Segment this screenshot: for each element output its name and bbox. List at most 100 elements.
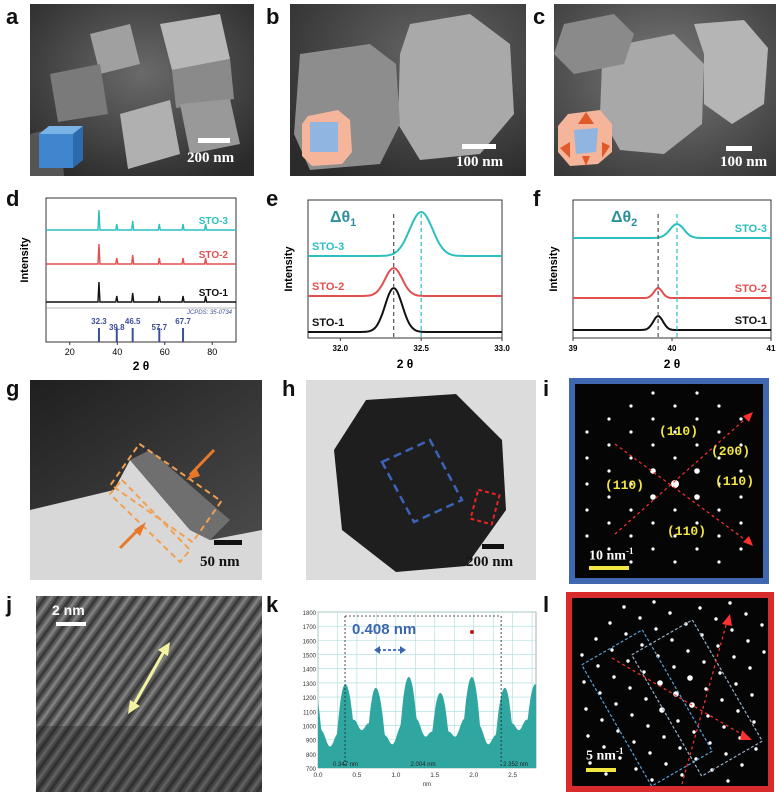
diffraction-spot	[686, 649, 690, 653]
x-tick-label: 32.5	[413, 344, 429, 353]
x-tick-label: 32.0	[333, 344, 349, 353]
y-tick-label: 1700	[303, 625, 317, 631]
diffraction-spot	[673, 508, 677, 512]
diffraction-spot	[673, 560, 677, 564]
diffraction-spot	[584, 707, 588, 711]
diffraction-spot	[728, 601, 732, 605]
lattice-fringe	[36, 596, 178, 792]
ref-card-label: JCPDS: 35-0734	[186, 310, 233, 316]
legend-sto-2: STO-2	[312, 281, 344, 293]
diffraction-spot	[629, 560, 633, 564]
diffraction-spot	[622, 605, 626, 609]
diffraction-spot	[673, 404, 677, 408]
y-tick-label: 1400	[303, 668, 317, 674]
ref-peak-label: 67.7	[175, 317, 191, 326]
lattice-fringe	[216, 727, 262, 792]
lattice-fringe	[36, 596, 80, 659]
saed-image-i: (110) (200) (110) (110) (110) 10 nm-1	[569, 378, 769, 584]
diffraction-spot	[695, 547, 699, 551]
diffraction-spot	[717, 560, 721, 564]
diffraction-spot	[754, 747, 758, 751]
lattice-fringe	[36, 596, 165, 777]
diffraction-spot	[720, 698, 724, 702]
diffraction-spot	[634, 767, 638, 771]
diffraction-spot	[714, 617, 718, 621]
panel-label-j: j	[6, 592, 13, 617]
diffraction-spot	[739, 443, 743, 447]
scale-bar-i	[589, 566, 629, 570]
diffraction-spot	[752, 720, 756, 724]
sem-truncated-cube-graphic	[290, 4, 526, 176]
diffraction-spot	[651, 443, 655, 447]
diffraction-spot	[616, 729, 620, 733]
tem-image-h: 200 nm	[306, 380, 536, 580]
lattice-fringe	[86, 596, 230, 792]
ref-peak-label: 39.8	[109, 323, 125, 332]
x-tick-label: 1.5	[430, 772, 439, 779]
diffraction-spot	[680, 773, 684, 777]
lattice-fringe	[36, 596, 132, 731]
x-tick-label: 20	[65, 347, 75, 357]
scale-label-j: 2 nm	[52, 602, 85, 618]
diffraction-spot	[629, 508, 633, 512]
panel-label-a: a	[6, 4, 19, 29]
diffraction-spot	[629, 456, 633, 460]
diffraction-spot	[717, 534, 721, 538]
diffraction-spot	[586, 734, 590, 738]
legend-sto-1: STO-1	[199, 288, 229, 299]
cube-model-icon	[39, 126, 83, 168]
diffraction-spot	[672, 665, 676, 669]
saed-pattern-i	[585, 391, 753, 564]
plot-frame	[45, 197, 237, 343]
panel-label-b: b	[266, 4, 280, 29]
diffraction-spot	[736, 709, 740, 713]
lattice-fringe	[229, 746, 262, 792]
diffraction-spot	[673, 456, 677, 460]
diffraction-spot	[607, 547, 611, 551]
x-axis-label: 2 θ	[133, 359, 150, 370]
scale-label-a: 200 nm	[187, 150, 235, 166]
diffraction-spot	[762, 650, 766, 654]
tem-edge-graphic	[30, 380, 262, 580]
diffraction-spot	[629, 482, 633, 486]
legend-sto-2: STO-2	[199, 250, 229, 261]
lattice-fringe	[60, 596, 204, 792]
lattice-fringe	[171, 664, 262, 792]
scale-label-c: 100 nm	[720, 154, 768, 170]
scale-label-l: 5 nm-1	[586, 746, 624, 764]
y-axis-label: Intensity	[19, 237, 31, 283]
delta-theta-label: Δθ2	[611, 209, 637, 229]
lattice-fringe	[36, 596, 113, 704]
lattice-fringes-graphic	[36, 596, 262, 792]
diffraction-spot	[739, 521, 743, 525]
lattice-fringe	[54, 596, 197, 792]
marker-dot	[470, 630, 474, 634]
diffraction-spot	[739, 469, 743, 473]
diffraction-spot	[739, 417, 743, 421]
sem-image-a: 200 nm	[30, 4, 254, 176]
x-tick-label: 39	[569, 344, 578, 353]
diffraction-spot	[612, 675, 616, 679]
lattice-fringe	[36, 596, 119, 713]
lattice-fringe	[190, 691, 262, 792]
saed-label-1: (110)	[659, 424, 699, 439]
diffraction-spot	[698, 606, 702, 610]
lattice-fringe	[151, 636, 262, 792]
saed-pattern-l	[580, 600, 766, 786]
x-tick-label: 2.0	[469, 772, 478, 779]
panel-label-g: g	[6, 376, 20, 401]
diffraction-spot	[695, 443, 699, 447]
sem-cubes-graphic	[30, 4, 254, 176]
scale-label-g: 50 nm	[200, 554, 240, 570]
diffraction-spot	[650, 494, 656, 500]
y-tick-label: 1600	[303, 639, 317, 645]
saed-label-4: (110)	[715, 474, 755, 489]
y-axis-label: Intensity	[548, 246, 560, 292]
delta-theta-subscript: 2	[631, 217, 637, 229]
panel-label-i: i	[543, 376, 550, 401]
diffraction-spot	[651, 417, 655, 421]
x-axis-label: nm	[423, 782, 431, 788]
diffraction-spot	[724, 752, 728, 756]
diffraction-spot	[668, 611, 672, 615]
scale-bar-l	[586, 768, 616, 772]
